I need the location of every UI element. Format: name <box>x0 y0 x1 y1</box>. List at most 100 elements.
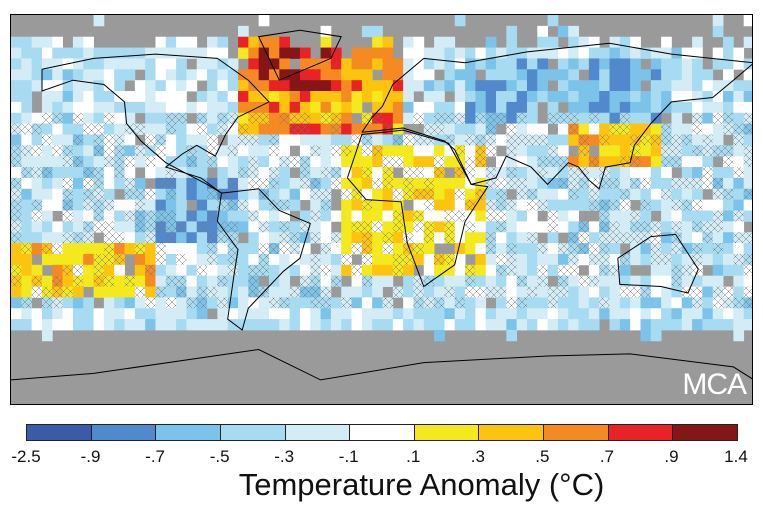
significance-hatch <box>599 264 610 277</box>
significance-hatch <box>485 286 497 298</box>
significance-hatch <box>454 297 466 309</box>
significance-hatch <box>650 253 662 266</box>
grid-cell <box>320 145 332 157</box>
significance-hatch <box>650 134 662 146</box>
significance-hatch <box>723 112 734 125</box>
significance-hatch <box>93 210 105 222</box>
grid-cell <box>537 91 549 103</box>
significance-hatch <box>702 232 714 244</box>
grid-cell <box>485 253 497 266</box>
grid-cell <box>454 177 466 190</box>
grid-cell <box>578 286 590 298</box>
grid-cell <box>630 275 641 287</box>
grid-cell <box>238 145 249 157</box>
grid-cell <box>62 47 74 59</box>
grid-cell <box>692 308 703 320</box>
significance-hatch <box>114 156 125 168</box>
significance-hatch <box>712 112 724 125</box>
significance-hatch <box>72 275 84 287</box>
grid-cell <box>176 101 187 114</box>
grid-cell <box>114 80 125 92</box>
grid-cell <box>392 123 404 135</box>
grid-cell <box>671 80 683 92</box>
significance-hatch <box>62 210 74 222</box>
grid-cell <box>361 123 373 135</box>
grid-cell <box>588 232 600 244</box>
grid-cell <box>640 275 652 287</box>
grid-cell <box>557 47 569 59</box>
grid-cell <box>392 177 404 190</box>
significance-hatch <box>227 177 239 190</box>
grid-cell <box>351 167 363 179</box>
grid-cell <box>72 58 84 70</box>
significance-hatch <box>413 297 425 309</box>
significance-hatch <box>361 145 373 157</box>
significance-hatch <box>248 210 260 222</box>
grid-cell <box>475 221 487 233</box>
grid-cell <box>496 243 507 255</box>
grid-cell <box>176 264 187 277</box>
grid-cell <box>671 286 683 298</box>
grid-cell <box>62 167 74 179</box>
grid-cell <box>83 308 94 320</box>
significance-hatch <box>506 167 518 179</box>
grid-cell <box>93 319 105 331</box>
grid-cell <box>671 58 683 70</box>
grid-cell <box>568 101 579 114</box>
grid-cell <box>506 47 518 59</box>
significance-hatch <box>155 177 167 190</box>
grid-cell <box>485 275 497 287</box>
grid-cell <box>609 80 621 92</box>
grid-cell <box>692 188 703 201</box>
grid-cell <box>361 156 373 168</box>
significance-hatch <box>351 188 363 201</box>
grid-cell <box>465 308 476 320</box>
grid-cell <box>661 177 672 190</box>
significance-hatch <box>485 199 497 211</box>
significance-hatch <box>114 167 125 179</box>
grid-cell <box>475 243 487 255</box>
significance-hatch <box>568 177 579 190</box>
significance-hatch <box>630 221 641 233</box>
significance-hatch <box>650 243 662 255</box>
significance-hatch <box>103 199 115 211</box>
grid-cell <box>52 58 63 70</box>
grid-cell <box>289 91 301 103</box>
grid-cell <box>21 36 33 48</box>
significance-hatch <box>299 221 311 233</box>
grid-cell <box>21 112 33 125</box>
grid-cell <box>124 58 136 70</box>
grid-cell <box>83 101 94 114</box>
significance-hatch <box>568 167 579 179</box>
colorbar-swatch <box>414 425 480 440</box>
significance-hatch <box>557 112 569 125</box>
grid-cell <box>496 308 507 320</box>
grid-cell <box>434 101 445 114</box>
significance-hatch <box>661 134 672 146</box>
grid-cell <box>155 232 167 244</box>
grid-cell <box>723 210 734 222</box>
significance-hatch <box>124 177 136 190</box>
grid-cell <box>712 264 724 277</box>
grid-cell <box>62 69 74 81</box>
grid-cell <box>423 47 435 59</box>
significance-hatch <box>145 221 156 233</box>
grid-cell <box>661 297 672 309</box>
significance-hatch <box>21 145 33 157</box>
grid-cell <box>217 58 229 70</box>
significance-hatch <box>83 123 94 135</box>
grid-cell <box>83 264 94 277</box>
significance-hatch <box>330 123 342 135</box>
grid-cell <box>640 297 652 309</box>
grid-cell <box>465 243 476 255</box>
significance-hatch <box>134 123 146 135</box>
significance-hatch <box>423 188 435 201</box>
significance-hatch <box>640 286 652 298</box>
grid-cell <box>114 264 125 277</box>
significance-hatch <box>619 286 631 298</box>
grid-cell <box>702 80 714 92</box>
grid-cell <box>258 58 270 70</box>
grid-cell <box>423 156 435 168</box>
significance-hatch <box>712 145 724 157</box>
grid-cell <box>434 308 445 320</box>
